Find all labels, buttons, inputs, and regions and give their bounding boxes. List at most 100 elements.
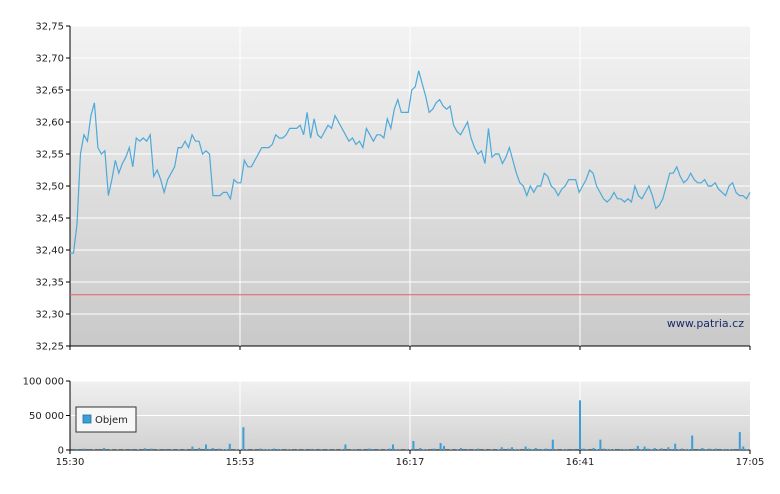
price-tick-label: 32,75 — [35, 22, 64, 33]
volume-bar — [640, 449, 642, 450]
volume-bar — [205, 444, 207, 450]
volume-bar — [327, 449, 329, 450]
volume-bar — [433, 449, 435, 450]
volume-bar — [378, 449, 380, 450]
volume-bar — [83, 449, 85, 450]
volume-bar — [729, 449, 731, 450]
volume-bar — [599, 440, 601, 450]
price-tick-label: 32,65 — [35, 86, 64, 97]
volume-bar — [450, 449, 452, 450]
price-tick-label: 32,25 — [35, 342, 64, 353]
volume-bar — [137, 449, 139, 450]
volume-bar — [212, 448, 214, 450]
volume-bar — [460, 448, 462, 450]
time-tick-label: 15:30 — [56, 457, 85, 468]
price-tick-label: 32,55 — [35, 150, 64, 161]
time-tick-label: 16:41 — [566, 457, 595, 468]
volume-bar — [467, 449, 469, 450]
volume-bar — [681, 449, 683, 450]
volume-bar — [674, 444, 676, 450]
volume-bar — [484, 449, 486, 450]
volume-bar — [287, 449, 289, 450]
volume-bar — [236, 449, 238, 450]
price-tick-label: 32,30 — [35, 310, 64, 321]
volume-bar — [667, 447, 669, 450]
volume-bar — [586, 449, 588, 450]
volume-bar — [76, 449, 78, 450]
volume-bar — [657, 449, 659, 450]
volume-bar — [579, 400, 581, 450]
volume-bar — [644, 447, 646, 450]
volume-bar — [596, 449, 598, 450]
volume-bar — [633, 449, 635, 450]
volume-bar — [725, 449, 727, 450]
volume-bar — [477, 449, 479, 450]
volume-bar — [280, 449, 282, 450]
price-tick-label: 32,60 — [35, 118, 64, 129]
volume-bar — [538, 449, 540, 450]
volume-bar — [157, 449, 159, 450]
volume-bar — [545, 449, 547, 450]
volume-bar — [389, 449, 391, 450]
volume-bar — [654, 448, 656, 450]
volume-bar — [103, 448, 105, 450]
volume-bar — [650, 449, 652, 450]
legend-label: Objem — [95, 415, 128, 426]
volume-bar — [259, 449, 261, 450]
volume-bar — [130, 449, 132, 450]
volume-bar — [525, 447, 527, 450]
volume-bar — [253, 449, 255, 450]
volume-bar — [732, 449, 734, 450]
volume-bar — [151, 449, 153, 450]
volume-bar — [392, 444, 394, 450]
volume-bar — [623, 449, 625, 450]
volume-bar — [501, 447, 503, 450]
volume-bar — [310, 449, 312, 450]
volume-bar — [742, 447, 744, 450]
volume-bar — [191, 447, 193, 450]
volume-bar — [715, 449, 717, 450]
volume-bar — [372, 449, 374, 450]
volume-bar — [701, 448, 703, 450]
time-tick-label: 16:17 — [396, 457, 425, 468]
volume-bar — [514, 449, 516, 450]
volume-bar — [225, 449, 227, 450]
volume-bar — [208, 449, 210, 450]
volume-bar — [344, 444, 346, 450]
volume-bar — [552, 440, 554, 450]
volume-bar — [739, 432, 741, 450]
volume-bar — [395, 449, 397, 450]
volume-bar — [273, 449, 275, 450]
volume-bar — [412, 441, 414, 450]
volume-bar — [671, 449, 673, 450]
volume-bar — [144, 448, 146, 450]
volume-bar — [647, 449, 649, 450]
legend: Objem — [76, 407, 136, 432]
volume-bar — [511, 447, 513, 450]
volume-bar — [637, 446, 639, 450]
volume-bar — [620, 449, 622, 450]
price-tick-label: 32,40 — [35, 246, 64, 257]
volume-bar — [508, 449, 510, 450]
volume-bar — [531, 449, 533, 450]
volume-bar — [705, 449, 707, 450]
watermark: www.patria.cz — [667, 317, 744, 330]
time-tick-label: 17:05 — [736, 457, 765, 468]
volume-bar — [610, 449, 612, 450]
volume-bar — [198, 448, 200, 450]
legend-swatch — [83, 415, 91, 423]
volume-bar — [497, 449, 499, 450]
volume-bar — [562, 449, 564, 450]
volume-bar — [593, 448, 595, 450]
volume-bar — [164, 449, 166, 450]
volume-bar — [582, 449, 584, 450]
volume-bar — [361, 449, 363, 450]
time-tick-label: 15:53 — [226, 457, 255, 468]
volume-bar — [746, 449, 748, 450]
volume-tick-label: 50 000 — [29, 411, 64, 422]
volume-bar — [722, 449, 724, 450]
volume-bar — [688, 449, 690, 450]
